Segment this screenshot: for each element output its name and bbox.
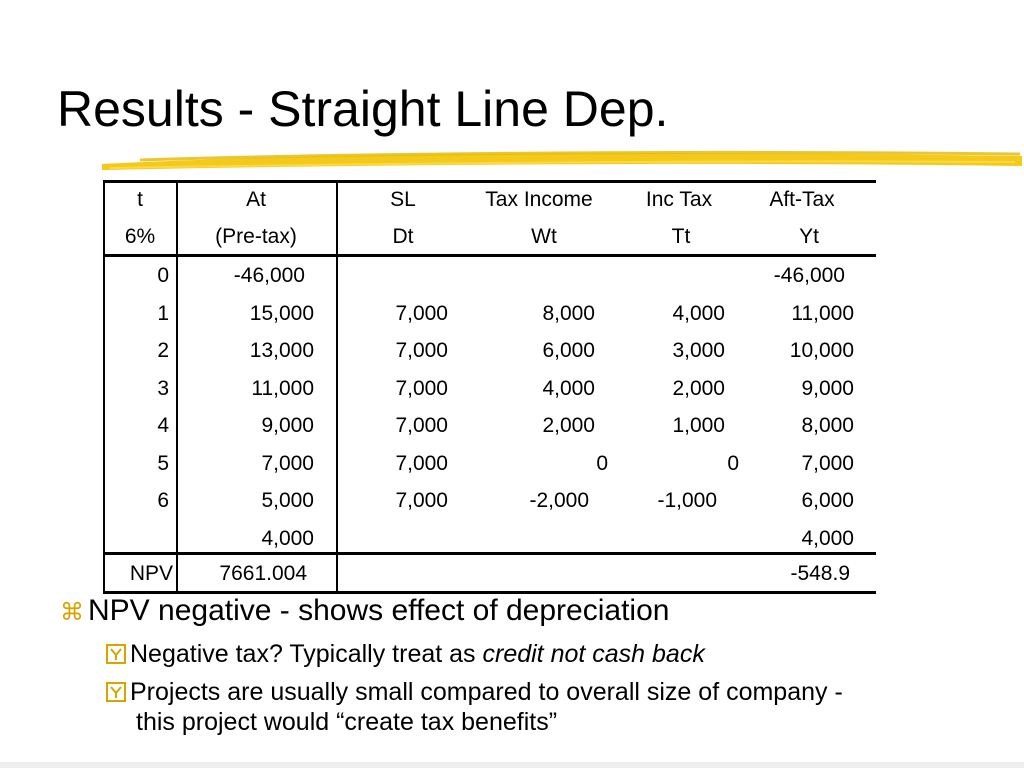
- table-cell: 7,000: [395, 301, 448, 325]
- header-cell: At: [246, 188, 266, 211]
- header-cell: Inc Tax: [645, 188, 713, 211]
- table-cell: 4,000: [542, 376, 595, 400]
- table-cell: 2,000: [672, 376, 725, 400]
- sub-bullet-2-text-line2: this project would “create tax benefits”: [136, 708, 558, 736]
- checkbox-y-icon: [106, 644, 126, 664]
- table-cell: -548.9: [790, 562, 850, 585]
- table-row: 1 15,000 7,000 8,000 4,000 11,000: [103, 296, 876, 332]
- main-bullet: ⌘ NPV negative - shows effect of deprecia…: [60, 594, 669, 628]
- table-cell: 5,000: [261, 489, 314, 512]
- header-cell: (Pre-tax): [215, 225, 297, 248]
- table-cell: 7,000: [395, 451, 448, 475]
- table-cell: 7661.004: [219, 562, 307, 585]
- table-cell: 7,000: [801, 451, 854, 475]
- command-key-icon: ⌘: [60, 599, 84, 626]
- table-cell: 7,000: [395, 414, 448, 437]
- table-cell: 6: [157, 489, 169, 512]
- table-cell: 3: [157, 376, 169, 400]
- sub-bullet-2: Projects are usually small compared to o…: [106, 678, 843, 707]
- table-cell: 0: [727, 451, 739, 475]
- table-cell: 13,000: [249, 339, 314, 362]
- table-header-row-1: t At SL Tax Income Inc Tax Aft-Tax: [103, 182, 876, 218]
- table-cell: -2,000: [529, 489, 589, 512]
- table-row: 2 13,000 7,000 6,000 3,000 10,000: [103, 333, 876, 369]
- table-cell: 6,000: [542, 339, 595, 362]
- table-cell: 1: [157, 301, 169, 325]
- table-cell: 4,000: [801, 526, 854, 550]
- table-row: 6 5,000 7,000 -2,000 -1,000 6,000: [103, 483, 876, 519]
- table-cell: 2,000: [542, 414, 595, 437]
- slide-title: Results - Straight Line Dep.: [57, 81, 669, 137]
- table-header-row-2: 6% (Pre-tax) Dt Wt Tt Yt: [103, 219, 876, 255]
- table-row: 5 7,000 7,000 0 0 7,000: [103, 446, 876, 482]
- sub-bullet-1-emphasis: credit not cash back: [482, 640, 705, 668]
- sub-bullet-1-text: Negative tax? Typically treat as: [130, 640, 483, 668]
- table-cell: 6,000: [801, 489, 854, 512]
- table-cell: 2: [157, 339, 169, 362]
- table-cell: 0: [157, 264, 169, 287]
- table-cell: 7,000: [261, 451, 314, 475]
- table-cell: 1,000: [672, 414, 725, 437]
- sub-bullet-1: Negative tax? Typically treat as credit …: [106, 640, 705, 669]
- table-cell: 0: [596, 451, 608, 475]
- table-cell: 4,000: [261, 526, 314, 550]
- table-col-divider-2: [336, 180, 338, 594]
- table-cell: 4,000: [672, 301, 725, 325]
- table-row: 3 11,000 7,000 4,000 2,000 9,000: [103, 371, 876, 407]
- table-top-rule: [103, 180, 876, 183]
- table-cell: 5: [157, 451, 169, 475]
- table-cell: -1,000: [657, 489, 717, 512]
- checkbox-y-icon: [106, 682, 126, 702]
- table-cell: 11,000: [791, 301, 854, 325]
- table-cell: 9,000: [801, 376, 854, 400]
- table-cell: 4: [157, 414, 169, 437]
- sub-bullet-2-continuation: this project would “create tax benefits”: [136, 708, 557, 737]
- table-cell: 8,000: [542, 301, 595, 325]
- table-cell: 7,000: [395, 339, 448, 362]
- sub-bullet-2-text-line1: Projects are usually small compared to o…: [130, 678, 843, 706]
- header-cell: Dt: [392, 225, 414, 248]
- table-header-rule: [103, 254, 876, 257]
- table-total-rule: [103, 552, 876, 555]
- table-row: 0 -46,000 -46,000: [103, 258, 876, 294]
- header-cell: Yt: [799, 225, 819, 248]
- header-cell: Wt: [531, 225, 557, 248]
- slide-footer-band: [0, 762, 1024, 768]
- table-left-rule: [103, 180, 105, 594]
- table-cell: 7,000: [395, 489, 448, 512]
- table-cell: -46,000: [773, 264, 845, 287]
- table-row-npv: NPV 7661.004 -548.9: [103, 556, 876, 592]
- table-cell: 3,000: [672, 339, 725, 362]
- header-cell: SL: [390, 188, 416, 211]
- table-row: 4 9,000 7,000 2,000 1,000 8,000: [103, 408, 876, 444]
- table-cell: 8,000: [801, 414, 854, 437]
- table-bottom-rule: [103, 591, 876, 594]
- table-cell: 10,000: [789, 339, 854, 362]
- header-cell: t: [137, 188, 143, 211]
- table-col-divider-1: [176, 180, 178, 594]
- title-underline-brush: [102, 150, 1022, 170]
- table-cell: -46,000: [233, 264, 305, 287]
- main-bullet-text: NPV negative - shows effect of depreciat…: [88, 594, 670, 627]
- header-cell: Aft-Tax: [769, 188, 835, 211]
- cashflow-table: t At SL Tax Income Inc Tax Aft-Tax 6% (P…: [103, 180, 876, 594]
- table-cell: NPV: [129, 562, 173, 585]
- table-cell: 11,000: [251, 376, 314, 400]
- table-row: 4,000 4,000: [103, 521, 876, 557]
- header-cell: 6%: [124, 225, 156, 248]
- table-cell: 15,000: [249, 301, 314, 325]
- header-cell: Tt: [671, 225, 691, 248]
- table-cell: 9,000: [261, 414, 314, 437]
- table-cell: 7,000: [395, 376, 448, 400]
- header-cell: Tax Income: [485, 188, 593, 211]
